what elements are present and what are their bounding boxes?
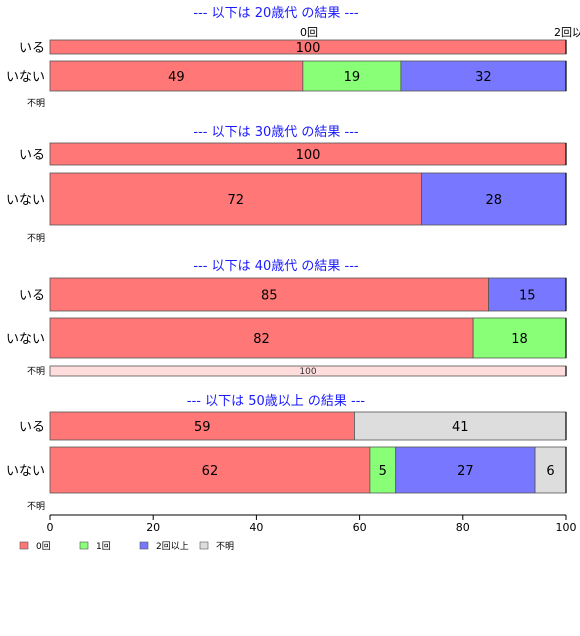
legend-swatch [19, 541, 29, 550]
row-label: 不明 [27, 366, 45, 377]
panel-title: --- 以下は 30歳代 の結果 --- [193, 125, 359, 140]
segment-label: 85 [261, 289, 278, 304]
legend-swatch [79, 541, 89, 550]
row-label: いる [19, 289, 45, 304]
row-label: いる [19, 148, 45, 163]
row-label: いない [6, 464, 45, 479]
row-label: 不明 [27, 501, 45, 512]
x-tick-label: 20 [146, 521, 160, 534]
x-tick-label: 40 [249, 521, 263, 534]
bar-segment [49, 60, 304, 92]
bar-segment [49, 411, 355, 441]
segment-label: 32 [475, 70, 492, 85]
segment-label: 5 [379, 464, 387, 479]
segment-label: 62 [202, 464, 219, 479]
x-tick-label: 0 [47, 521, 54, 534]
bar-segment [534, 446, 567, 494]
bar-segment [49, 172, 422, 226]
legend-label: 0回 [36, 541, 51, 552]
legend-swatch [199, 541, 209, 550]
bar-segment [49, 277, 490, 312]
bar-segment [400, 60, 567, 92]
bar-segment [354, 411, 567, 441]
segment-label: 6 [546, 464, 554, 479]
row-label: いない [6, 193, 45, 208]
segment-label: 100 [296, 41, 321, 56]
bar-segment [302, 60, 402, 92]
legend-label: 2回以上 [156, 541, 189, 552]
segment-label: 18 [511, 332, 528, 347]
segment-label: 49 [168, 70, 185, 85]
row-label: 不明 [27, 98, 45, 109]
legend-swatch [139, 541, 149, 550]
row-label: いる [19, 420, 45, 435]
x-tick-label: 60 [353, 521, 367, 534]
bar-segment [488, 277, 567, 312]
legend-label: 1回 [96, 541, 111, 552]
segment-label: 19 [344, 70, 361, 85]
row-label: いない [6, 332, 45, 347]
segment-label: 27 [457, 464, 474, 479]
segment-label: 41 [452, 420, 469, 435]
segment-label: 72 [227, 193, 244, 208]
panel-title: --- 以下は 40歳代 の結果 --- [193, 259, 359, 274]
row-label: いない [6, 70, 45, 85]
row-label: いる [19, 41, 45, 56]
segment-label: 100 [299, 367, 316, 377]
bar-segment [49, 446, 371, 494]
segment-label: 28 [485, 193, 502, 208]
segment-label: 15 [519, 289, 536, 304]
x-tick-label: 100 [556, 521, 577, 534]
legend-label: 不明 [216, 541, 234, 552]
bar-segment [472, 317, 567, 359]
top-label-0: 0回 [300, 26, 318, 39]
x-tick-label: 80 [456, 521, 470, 534]
segment-label: 59 [194, 420, 211, 435]
panel-title: --- 以下は 20歳代 の結果 --- [193, 6, 359, 21]
segment-label: 100 [296, 148, 321, 163]
segment-label: 82 [253, 332, 270, 347]
row-label: 不明 [27, 233, 45, 244]
bar-segment [395, 446, 536, 494]
panel-title: --- 以下は 50歳以上 の結果 --- [187, 394, 366, 409]
bar-segment [421, 172, 567, 226]
